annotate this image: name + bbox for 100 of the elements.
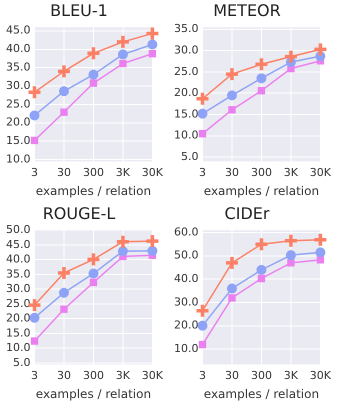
- x-tick-label: 3K: [116, 166, 131, 179]
- point: [147, 39, 158, 50]
- y-tick-label: 15.0: [174, 107, 198, 120]
- x-tick-label: 3: [30, 166, 38, 179]
- x-tick-label: 30: [56, 368, 71, 382]
- x-tick-label: 30K: [142, 368, 164, 382]
- y-tick-label: 10.0: [174, 128, 198, 142]
- y-tick-label: 50.0: [174, 248, 198, 262]
- x-axis-title: examples / relation: [204, 184, 320, 198]
- x-tick-label: 3K: [284, 368, 299, 382]
- point: [56, 265, 72, 281]
- chart-title: BLEU-1: [50, 0, 108, 20]
- y-tick-label: 30.0: [6, 282, 30, 296]
- point: [224, 66, 240, 82]
- x-tick-label: 300: [250, 368, 272, 382]
- chart-title: ROUGE-L: [42, 204, 116, 223]
- y-tick-label: 10.0: [174, 342, 198, 356]
- y-tick-label: 20.0: [6, 116, 30, 129]
- point: [226, 284, 237, 294]
- point: [316, 256, 324, 264]
- point: [118, 246, 128, 256]
- chart-title: CIDEr: [224, 204, 270, 223]
- y-tick-label: 25.0: [6, 296, 30, 310]
- point: [283, 48, 299, 64]
- point: [115, 234, 131, 250]
- point: [254, 236, 270, 252]
- y-tick-label: 45.0: [6, 24, 30, 37]
- y-tick-label: 20.0: [6, 312, 30, 325]
- point: [256, 264, 266, 275]
- point: [90, 79, 98, 87]
- point: [198, 130, 206, 138]
- point: [119, 60, 127, 68]
- point: [286, 250, 296, 260]
- point: [30, 136, 38, 144]
- y-tick-label: 35.0: [174, 22, 198, 36]
- point: [256, 73, 266, 84]
- x-tick-label: 30K: [142, 166, 164, 179]
- y-tick-label: 10.0: [6, 152, 30, 166]
- point: [258, 274, 266, 282]
- point: [88, 268, 98, 279]
- y-tick-label: 30.0: [174, 295, 198, 308]
- y-tick-label: 20.0: [174, 86, 198, 100]
- y-tick-label: 15.0: [6, 134, 30, 148]
- x-tick-label: 30K: [310, 166, 332, 179]
- point: [147, 246, 158, 256]
- point: [118, 49, 128, 60]
- y-tick-label: 35.0: [6, 60, 30, 74]
- point: [312, 232, 328, 248]
- point: [287, 259, 295, 267]
- y-tick-label: 30.0: [174, 43, 198, 56]
- x-axis-title: examples / relation: [36, 184, 152, 198]
- point: [29, 312, 40, 323]
- point: [60, 306, 68, 313]
- x-tick-label: 3: [30, 368, 38, 382]
- x-tick-label: 3: [198, 368, 206, 382]
- y-tick-label: 15.0: [6, 326, 30, 340]
- point: [148, 50, 156, 58]
- point: [283, 232, 299, 248]
- point: [144, 233, 160, 249]
- point: [86, 46, 102, 62]
- y-tick-label: 45.0: [6, 238, 30, 251]
- point: [88, 70, 98, 80]
- point: [226, 90, 237, 100]
- point: [90, 278, 98, 286]
- y-tick-label: 5.0: [12, 356, 30, 369]
- point: [60, 108, 68, 116]
- x-tick-label: 30: [224, 368, 239, 382]
- point: [315, 247, 326, 258]
- point: [144, 26, 160, 42]
- point: [198, 340, 206, 348]
- point: [197, 320, 208, 331]
- x-axis-title: examples / relation: [36, 386, 152, 401]
- y-tick-label: 10.0: [6, 341, 30, 354]
- point: [228, 106, 236, 114]
- point: [312, 42, 328, 58]
- x-tick-label: 300: [250, 166, 272, 179]
- point: [197, 108, 208, 119]
- x-tick-label: 300: [82, 166, 104, 179]
- y-tick-label: 60.0: [174, 225, 198, 238]
- x-tick-label: 30: [56, 166, 71, 179]
- x-tick-label: 30K: [310, 368, 332, 382]
- y-tick-label: 35.0: [6, 267, 30, 280]
- y-tick-label: 40.0: [6, 42, 30, 56]
- y-tick-label: 40.0: [174, 272, 198, 286]
- y-tick-label: 30.0: [6, 78, 30, 92]
- point: [258, 86, 266, 94]
- y-tick-label: 5.0: [180, 150, 198, 163]
- x-axis-title: examples / relation: [204, 386, 320, 401]
- point: [58, 86, 69, 96]
- point: [115, 34, 131, 50]
- point: [29, 110, 40, 120]
- x-tick-label: 3K: [116, 368, 131, 382]
- y-tick-label: 40.0: [6, 252, 30, 266]
- point: [86, 252, 102, 268]
- point: [224, 255, 240, 271]
- x-tick-label: 300: [82, 368, 104, 382]
- point: [56, 64, 72, 80]
- y-tick-label: 25.0: [6, 97, 30, 110]
- x-tick-label: 3K: [284, 166, 299, 179]
- point: [58, 288, 69, 298]
